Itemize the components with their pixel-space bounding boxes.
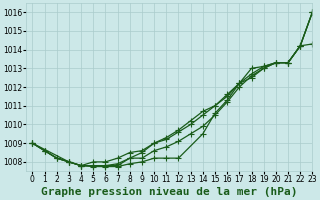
X-axis label: Graphe pression niveau de la mer (hPa): Graphe pression niveau de la mer (hPa) <box>41 187 298 197</box>
